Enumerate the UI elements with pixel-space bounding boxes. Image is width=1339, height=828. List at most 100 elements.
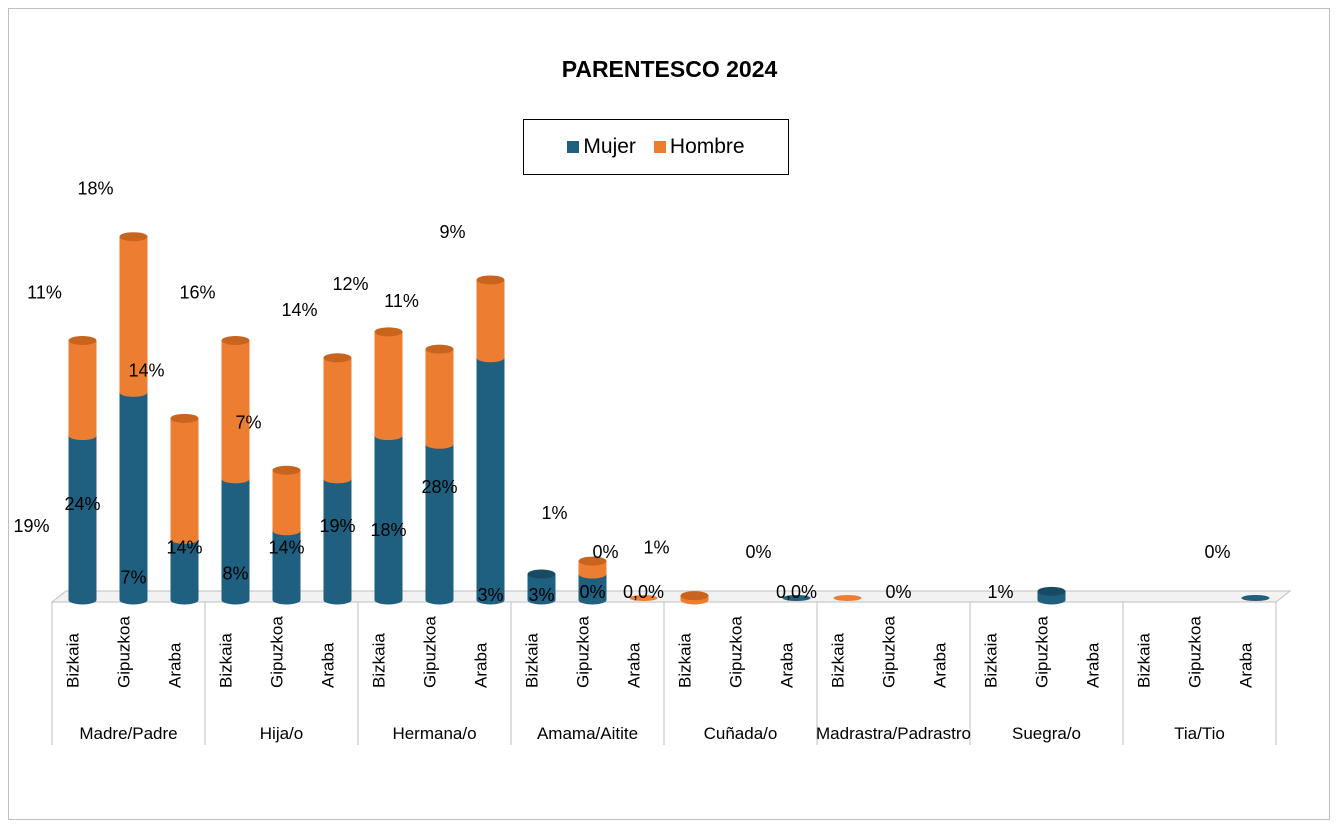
data-label-mujer: 0,0% [623, 582, 664, 602]
legend-item-mujer: Mujer [567, 135, 636, 159]
legend: Mujer Hombre [523, 119, 789, 175]
category-label: Araba [472, 642, 491, 688]
bar-mujer [527, 574, 556, 605]
bar-hombre [68, 340, 97, 441]
category-label: Bizkaia [217, 633, 236, 688]
data-label-hombre: 12% [332, 274, 368, 294]
bar-mujer [374, 435, 403, 605]
data-label-mujer: 14% [166, 537, 202, 557]
data-label-hombre: 0% [1204, 542, 1230, 562]
legend-swatch-hombre [653, 141, 666, 153]
group-label: Hermana/o [392, 724, 476, 743]
data-label-mujer: 7% [120, 568, 146, 588]
category-label: Gipuzkoa [880, 616, 899, 688]
bar-zero [1241, 595, 1270, 601]
bar-hombre [578, 561, 607, 579]
data-label-mujer: 8% [222, 563, 248, 583]
bar-mujer [272, 530, 301, 605]
category-label: Araba [1237, 642, 1256, 688]
bar-hombre [323, 357, 352, 484]
bar-mujer [119, 392, 148, 605]
data-label-mujer: 18% [370, 520, 406, 540]
data-label-hombre: 18% [77, 179, 113, 199]
data-label-hombre: 7% [235, 412, 261, 432]
data-label-hombre: 11% [384, 291, 419, 311]
data-label-hombre: 14% [281, 300, 317, 320]
bar-hombre [425, 349, 454, 449]
data-label-mujer: 0% [885, 582, 911, 602]
category-label: Araba [319, 642, 338, 688]
category-label: Bizkaia [523, 633, 542, 688]
group-label: Amama/Aitite [537, 724, 638, 743]
bar-hombre-top [425, 344, 454, 354]
data-label-hombre: 0% [592, 542, 618, 562]
bar-hombre-top [119, 232, 148, 242]
bar-mujer [578, 574, 607, 605]
data-label-hombre: 11% [27, 283, 62, 303]
category-label: Gipuzkoa [115, 616, 134, 688]
bar-hombre-top [272, 465, 301, 475]
data-label-hombre: 0% [745, 542, 771, 562]
data-label-mujer: 3% [477, 585, 503, 605]
category-label: Gipuzkoa [421, 616, 440, 688]
bar-hombre-top [221, 336, 250, 345]
category-label: Bizkaia [829, 633, 848, 688]
data-label-mujer: 24% [64, 494, 100, 514]
bar-hombre [119, 236, 148, 397]
bar-hombre-top [170, 413, 199, 423]
bar-hombre-top [476, 275, 505, 285]
bar-mujer [476, 357, 505, 605]
group-label: Hija/o [260, 724, 303, 743]
group-label: Suegra/o [1012, 724, 1081, 743]
category-label: Bizkaia [1135, 633, 1154, 688]
category-label: Gipuzkoa [1033, 616, 1052, 688]
data-label-hombre: 16% [179, 283, 215, 303]
bar-mujer [425, 444, 454, 605]
category-label: Gipuzkoa [268, 616, 287, 688]
bar-hombre-top [323, 353, 352, 363]
bar-hombre [221, 340, 250, 484]
data-label-mujer: 3% [528, 585, 554, 605]
bar-zero [833, 595, 862, 601]
legend-label-mujer: Mujer [583, 135, 636, 158]
data-label-mujer: 14% [268, 537, 304, 557]
legend-label-hombre: Hombre [669, 135, 745, 158]
category-label: Gipuzkoa [727, 616, 746, 688]
category-label: Araba [1084, 642, 1103, 688]
category-label: Bizkaia [370, 633, 389, 688]
bar-mujer-top [1037, 586, 1066, 596]
data-label-mujer: 1% [987, 582, 1013, 602]
group-label: Madrastra/Padrastro [816, 724, 971, 743]
data-label-hombre: 14% [128, 360, 164, 380]
data-label-mujer: 19% [319, 516, 355, 536]
bar-hombre-top [578, 556, 607, 566]
bar-zero [629, 595, 658, 601]
group-label: Madre/Padre [79, 724, 177, 743]
data-label-hombre: 1% [643, 538, 669, 558]
data-label-mujer: 19% [13, 516, 49, 536]
bar-mujer [323, 478, 352, 605]
chart-title: PARENTESCO 2024 [561, 56, 778, 82]
data-label-hombre: 1% [541, 503, 567, 523]
bar-mujer [221, 478, 250, 605]
bar-hombre [272, 470, 301, 536]
bar-mujer-top [527, 569, 556, 579]
category-label: Araba [166, 642, 185, 688]
bar-hombre-top [68, 336, 97, 345]
category-label: Bizkaia [676, 633, 695, 688]
bar-mujer [68, 435, 97, 605]
group-label: Cuñada/o [704, 724, 778, 743]
bar-hombre [374, 331, 403, 441]
bar-hombre-top [680, 591, 709, 601]
data-label-mujer: 28% [421, 477, 457, 497]
category-label: Araba [625, 642, 644, 688]
bar-zero [782, 595, 811, 601]
legend-item-hombre: Hombre [653, 135, 745, 159]
bar-hombre-top [374, 327, 403, 337]
category-label: Bizkaia [982, 633, 1001, 688]
data-label-mujer: 0% [579, 582, 605, 602]
bar-hombre [476, 279, 505, 363]
legend-swatch-mujer [567, 141, 580, 153]
